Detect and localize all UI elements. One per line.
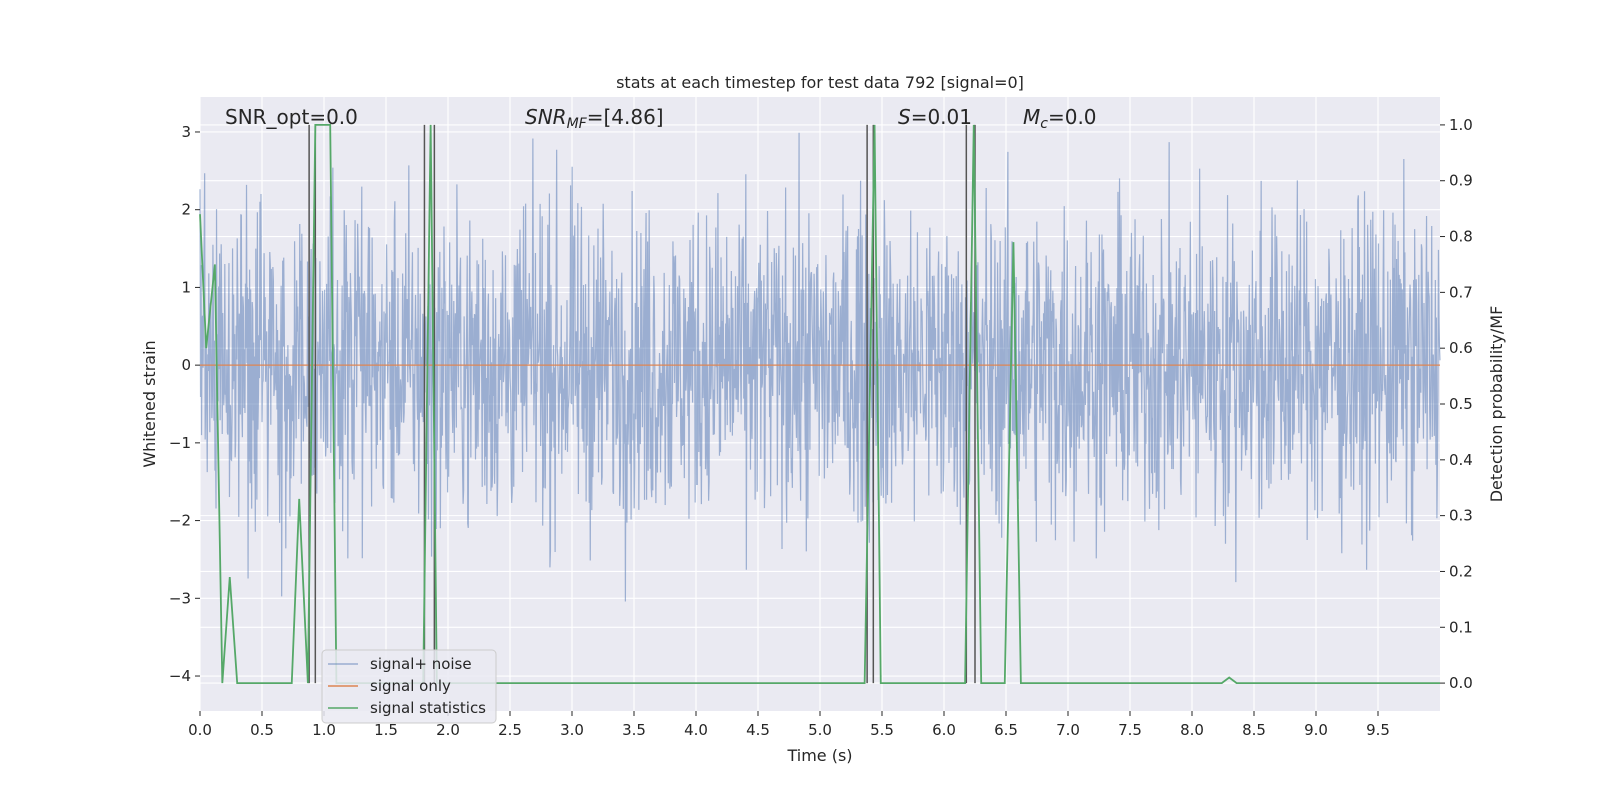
x-tick-label: 5.0 [808, 721, 832, 739]
x-tick-label: 7.0 [1056, 721, 1080, 739]
y-tick-label-left: −4 [169, 667, 191, 685]
x-tick-label: 2.5 [498, 721, 522, 739]
legend: signal+ noise signal only signal statist… [321, 649, 497, 724]
annotation-mc-sub: c [1040, 116, 1048, 132]
x-tick-label: 5.5 [870, 721, 894, 739]
noise-line [199, 132, 1441, 602]
y-tick-label-left: 2 [181, 201, 191, 219]
x-tick-label: 6.0 [932, 721, 956, 739]
y-axis-label-left: Whitened strain [140, 340, 159, 467]
x-axis-label: Time (s) [786, 746, 852, 765]
x-tick-label: 2.0 [436, 721, 460, 739]
legend-box [321, 649, 497, 724]
y-tick-label-left: 0 [181, 356, 191, 374]
annotation-mc-label: M [1023, 105, 1040, 129]
y-tick-label-right: 0.5 [1449, 395, 1473, 413]
x-tick-label: 9.0 [1304, 721, 1328, 739]
chart-title: stats at each timestep for test data 792… [616, 73, 1024, 92]
x-tick-label: 0.5 [250, 721, 274, 739]
y-tick-label-right: 0.7 [1449, 283, 1473, 301]
y-tick-label-left: −1 [169, 434, 191, 452]
annotation-snr-mf-label: SNR [525, 105, 567, 129]
y-tick-label-left: −2 [169, 512, 191, 530]
annotation-snr-opt: SNR_opt=0.0 [225, 105, 358, 129]
x-tick-label: 8.5 [1242, 721, 1266, 739]
y-tick-label-right: 0.1 [1449, 618, 1473, 636]
y-tick-label-right: 0.0 [1449, 674, 1473, 692]
y-axis-label-right: Detection probability/MF [1487, 306, 1506, 503]
legend-label-signal: signal only [370, 677, 451, 695]
x-tick-label: 1.5 [374, 721, 398, 739]
y-tick-label-right: 0.3 [1449, 507, 1473, 525]
annotation-snr-mf-sub: MF [567, 116, 588, 132]
y-tick-label-right: 1.0 [1449, 116, 1473, 134]
x-tick-label: 1.0 [312, 721, 336, 739]
y-tick-label-left: 3 [181, 123, 191, 141]
legend-label-stats: signal statistics [370, 699, 486, 717]
annotation-mc: Mc=0.0 [1023, 105, 1097, 132]
x-tick-label: 6.5 [994, 721, 1018, 739]
x-tick-label: 8.0 [1180, 721, 1204, 739]
x-axis-ticks: 0.0 0.5 1.0 1.5 2.0 2.5 3.0 3.5 4.0 4.5 5.0 5.5 6.0 6… [188, 711, 1390, 739]
y-tick-label-right: 0.2 [1449, 562, 1473, 580]
noise-series [199, 132, 1441, 602]
y-axis-left-ticks: 3 2 1 0 −1 −2 −3 −4 [169, 123, 200, 685]
annotation-snr-mf-value: =[4.86] [587, 105, 664, 129]
x-tick-label: 4.5 [746, 721, 770, 739]
x-tick-label: 4.0 [684, 721, 708, 739]
y-tick-label-right: 0.9 [1449, 172, 1473, 190]
x-tick-label: 9.5 [1366, 721, 1390, 739]
annotation-mc-value: =0.0 [1048, 105, 1097, 129]
annotation-s-value: =0.01 [911, 105, 972, 129]
x-tick-label: 3.5 [622, 721, 646, 739]
legend-label-noise: signal+ noise [370, 655, 472, 673]
y-tick-label-right: 0.4 [1449, 451, 1473, 469]
y-axis-right-ticks: 1.0 0.9 0.8 0.7 0.6 0.5 0.4 0.3 0.2 0.1 0.0 [1440, 116, 1473, 692]
x-tick-label: 0.0 [188, 721, 212, 739]
x-tick-label: 7.5 [1118, 721, 1142, 739]
annotation-s-label: S [898, 105, 911, 129]
annotation-snr-mf: SNRMF=[4.86] [525, 105, 664, 132]
y-tick-label-right: 0.6 [1449, 339, 1473, 357]
annotation-s: S=0.01 [898, 105, 972, 129]
y-tick-label-left: −3 [169, 589, 191, 607]
x-tick-label: 3.0 [560, 721, 584, 739]
y-tick-label-right: 0.8 [1449, 228, 1473, 246]
y-tick-label-left: 1 [181, 278, 191, 296]
